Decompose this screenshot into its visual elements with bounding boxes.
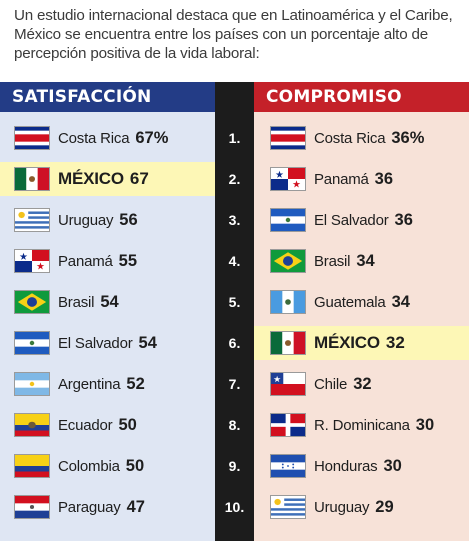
country-value: 50 (125, 456, 145, 475)
country-value: 30 (383, 456, 402, 475)
country-name: MÉXICO (314, 333, 380, 352)
country-name: Uruguay (314, 498, 370, 516)
compromiso-row: MÉXICO 32 (254, 326, 469, 360)
rank-number: 1. (228, 130, 241, 146)
country-value: 50 (118, 415, 137, 434)
rank-number: 10. (224, 499, 245, 515)
country-value: 29 (375, 497, 394, 516)
country-value: 54 (138, 333, 157, 352)
country-name: Argentina (58, 375, 121, 393)
country-value: 34 (356, 251, 375, 270)
compromiso-row: Uruguay 29 (254, 490, 469, 524)
mexico-flag (270, 331, 306, 355)
country-name: Panamá (314, 170, 369, 188)
compromiso-row: El Salvador 36 (254, 203, 469, 237)
country-value: 67% (135, 128, 169, 147)
country-name: MÉXICO (58, 169, 124, 188)
satisfaccion-row: Uruguay 56 (0, 203, 215, 237)
country-name: Guatemala (314, 293, 386, 311)
country-value: 30 (415, 415, 435, 434)
compromiso-row: Panamá 36 (254, 162, 469, 196)
satisfaccion-row: Costa Rica 67% (0, 121, 215, 155)
compromiso-row: Honduras 30 (254, 449, 469, 483)
compromiso-row: Costa Rica 36% (254, 121, 469, 155)
compromiso-row: Chile 32 (254, 367, 469, 401)
country-name: Paraguay (58, 498, 121, 516)
el-salvador-flag (14, 331, 50, 355)
compromiso-row: Guatemala 34 (254, 285, 469, 319)
country-value: 36% (391, 128, 425, 147)
panama-flag (270, 167, 306, 191)
country-value: 32 (353, 374, 372, 393)
rank-number: 4. (228, 253, 241, 269)
brasil-flag (14, 290, 50, 314)
panama-flag (14, 249, 50, 273)
mexico-flag (14, 167, 50, 191)
rank-number: 3. (228, 212, 241, 228)
guatemala-flag (270, 290, 306, 314)
country-value: 36 (394, 210, 413, 229)
country-value: 54 (100, 292, 119, 311)
compromiso-row: R. Dominicana 30 (254, 408, 469, 442)
country-value: 32 (385, 333, 405, 352)
paraguay-flag (14, 495, 50, 519)
costa-rica-flag (270, 126, 306, 150)
rank-header (215, 82, 254, 112)
compromiso-header: COMPROMISO (254, 82, 469, 112)
country-name: Brasil (58, 293, 95, 311)
country-value: 56 (119, 210, 138, 229)
country-name: Honduras (314, 457, 378, 475)
satisfaccion-row: El Salvador 54 (0, 326, 215, 360)
compromiso-row: Brasil 34 (254, 244, 469, 278)
country-name: R. Dominicana (314, 416, 410, 434)
country-name: El Salvador (314, 211, 389, 229)
dominicana-flag (270, 413, 306, 437)
satisfaccion-row: Colombia 50 (0, 449, 215, 483)
country-name: Costa Rica (314, 129, 386, 147)
ecuador-flag (14, 413, 50, 437)
satisfaccion-row: MÉXICO 67 (0, 162, 215, 196)
rank-number: 2. (228, 171, 241, 187)
satisfaccion-row: Argentina 52 (0, 367, 215, 401)
country-name: Colombia (58, 457, 120, 475)
rank-column (215, 82, 254, 541)
satisfaccion-row: Brasil 54 (0, 285, 215, 319)
rank-number: 5. (228, 294, 241, 310)
el-salvador-flag (270, 208, 306, 232)
country-name: Chile (314, 375, 348, 393)
costa-rica-flag (14, 126, 50, 150)
country-value: 47 (126, 497, 145, 516)
country-value: 55 (118, 251, 138, 270)
argentina-flag (14, 372, 50, 396)
country-value: 34 (391, 292, 410, 311)
rank-number: 6. (228, 335, 241, 351)
intro-text: Un estudio internacional destaca que en … (14, 7, 453, 62)
satisfaccion-row: Panamá 55 (0, 244, 215, 278)
country-value: 67 (129, 169, 149, 188)
honduras-flag (270, 454, 306, 478)
uruguay-flag (270, 495, 306, 519)
colombia-flag (14, 454, 50, 478)
country-name: Ecuador (58, 416, 113, 434)
rank-number: 8. (228, 417, 241, 433)
satisfaccion-header: SATISFACCIÓN (0, 82, 215, 112)
country-name: El Salvador (58, 334, 133, 352)
rank-number: 9. (228, 458, 241, 474)
chile-flag (270, 372, 306, 396)
brasil-flag (270, 249, 306, 273)
country-name: Uruguay (58, 211, 114, 229)
country-value: 52 (126, 374, 145, 393)
satisfaccion-row: Ecuador 50 (0, 408, 215, 442)
country-name: Panamá (58, 252, 113, 270)
country-name: Costa Rica (58, 129, 130, 147)
uruguay-flag (14, 208, 50, 232)
satisfaccion-row: Paraguay 47 (0, 490, 215, 524)
country-value: 36 (374, 169, 394, 188)
rank-number: 7. (228, 376, 241, 392)
country-name: Brasil (314, 252, 351, 270)
